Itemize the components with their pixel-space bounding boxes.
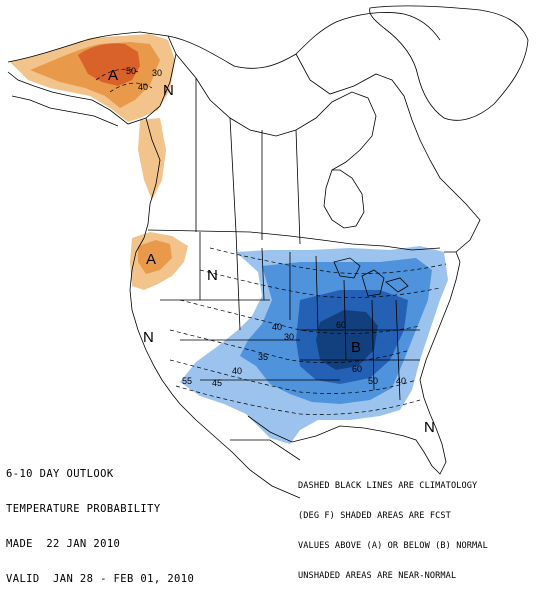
contour-label: 30: [152, 68, 162, 78]
contour-label: 40: [396, 376, 406, 386]
contour-label: 60: [352, 364, 362, 374]
outlook-title: 6-10 DAY OUTLOOK: [6, 468, 114, 481]
contour-label: 40: [272, 322, 282, 332]
northwest-above-label: A: [146, 251, 156, 268]
contour-label: 55: [182, 376, 192, 386]
legend-line-4: UNSHADED AREAS ARE NEAR-NORMAL: [298, 571, 457, 581]
contour-label: 45: [212, 378, 222, 388]
legend-line-1: DASHED BLACK LINES ARE CLIMATOLOGY: [298, 481, 478, 491]
northwest-above-normal-area: [130, 118, 188, 290]
outlook-subtitle: TEMPERATURE PROBABILITY: [6, 502, 161, 515]
outlook-title-block: 6-10 DAY OUTLOOK TEMPERATURE PROBABILITY…: [6, 446, 194, 597]
contour-label: 35: [258, 352, 268, 362]
legend-line-2: (DEG F) SHADED AREAS ARE FCST: [298, 511, 451, 521]
contour-label: 50: [126, 66, 136, 76]
coastlines-and-borders: [7, 5, 529, 499]
southwest-normal-label: N: [143, 329, 154, 346]
contour-label: 30: [284, 332, 294, 342]
made-date: MADE 22 JAN 2010: [6, 537, 121, 550]
legend-line-3: VALUES ABOVE (A) OR BELOW (B) NORMAL: [298, 541, 488, 551]
alaska-normal-label: N: [163, 82, 174, 99]
legend-notes: DASHED BLACK LINES ARE CLIMATOLOGY (DEG …: [298, 461, 488, 591]
east-below-normal-area: [180, 246, 448, 444]
alaska-above-normal-area: [10, 34, 175, 122]
contour-label: 40: [232, 366, 242, 376]
contour-label: 60: [336, 320, 346, 330]
alaska-above-label: A: [108, 67, 118, 84]
southeast-below-label: B: [351, 339, 361, 356]
contour-label: 50: [368, 376, 378, 386]
plains-normal-label: N: [207, 267, 218, 284]
florida-normal-label: N: [424, 419, 435, 436]
temperature-outlook-map: A N A N N B N 50 40 30 40 35 30 60 60 50…: [7, 5, 529, 499]
valid-dates: VALID JAN 28 - FEB 01, 2010: [6, 572, 195, 585]
climatology-isotherms: [95, 68, 447, 415]
contour-label: 40: [138, 82, 148, 92]
